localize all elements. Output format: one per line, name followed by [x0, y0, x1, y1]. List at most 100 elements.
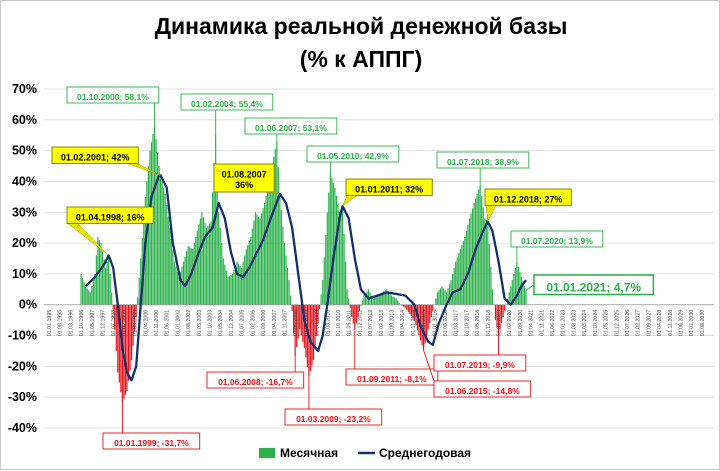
bar	[481, 196, 482, 305]
x-tick-label: 01.11.2000	[154, 310, 160, 336]
data-label: 01.07.2020; 13,9%	[521, 236, 593, 246]
x-tick-label: 01.06.2029	[678, 310, 684, 337]
x-tick-label: 01.09.2006	[261, 310, 267, 337]
bar	[232, 274, 233, 305]
bar	[206, 228, 207, 305]
data-label: 01.12.2018; 27%	[494, 195, 563, 205]
x-tick-label: 01.08.1995	[58, 310, 64, 337]
bar	[224, 265, 225, 305]
x-tick-label: 01.12.2011	[357, 310, 363, 336]
bar	[84, 282, 85, 305]
bar	[165, 194, 166, 305]
callout-pointer	[486, 206, 496, 222]
bar	[175, 267, 176, 305]
bar	[342, 206, 343, 305]
data-label-callout: 01.07.2019; -9,9%	[434, 335, 526, 371]
bar	[241, 268, 242, 305]
x-tick-label: 01.04.2028	[657, 310, 663, 337]
y-tick-label: 50%	[12, 144, 37, 158]
x-tick-label: 01.07.2005	[240, 310, 246, 337]
bar	[162, 181, 163, 304]
chart-subtitle: (% к АППГ)	[300, 46, 422, 72]
callout-pointer	[343, 196, 357, 207]
y-tick-label: 30%	[12, 205, 37, 219]
bar	[102, 251, 103, 304]
x-tick-label: 01.11.2007	[282, 310, 288, 336]
data-label: 01.09.2011; -8,1%	[357, 374, 427, 384]
x-tick-label: 01.05.2025	[604, 310, 610, 337]
bar	[177, 272, 178, 305]
x-tick-label: 01.02.1999	[122, 310, 128, 337]
bar	[345, 262, 346, 305]
bar	[441, 286, 442, 304]
bar	[149, 151, 150, 305]
bar	[467, 225, 468, 305]
bar	[258, 216, 259, 304]
bar	[148, 166, 149, 305]
bar	[524, 286, 525, 305]
y-tick-label: 60%	[12, 113, 37, 127]
bar	[252, 229, 253, 305]
bar	[217, 173, 218, 305]
bar	[247, 245, 248, 305]
y-tick-label: 40%	[12, 174, 37, 188]
bar	[82, 278, 83, 305]
bar	[139, 278, 140, 305]
bar	[250, 237, 251, 305]
data-label-callout: 01.12.2018; 27%	[485, 189, 571, 222]
bar	[282, 227, 283, 305]
bar	[353, 305, 354, 324]
bar	[405, 305, 406, 308]
bar	[264, 203, 265, 305]
y-tick-label: -30%	[8, 390, 37, 404]
bar	[350, 305, 351, 308]
bar	[207, 226, 208, 305]
x-tick-label: 01.12.2018	[486, 310, 492, 337]
data-label: 01.02.2001; 42%	[61, 153, 130, 163]
data-label: 01.07.2018; 38,9%	[447, 157, 519, 167]
x-tick-label: 01.10.2017	[464, 310, 470, 337]
legend-label-annual: Среднегодовая	[379, 446, 471, 460]
bar	[285, 255, 286, 304]
bar	[299, 305, 300, 330]
bar	[389, 293, 390, 304]
x-tick-label: 01.03.2017	[454, 310, 460, 337]
bar	[85, 286, 86, 304]
callout-leader	[526, 285, 534, 290]
bar	[230, 275, 231, 305]
bar	[510, 286, 511, 304]
bar	[394, 298, 395, 305]
x-tick-label: 01.08.2023	[571, 310, 577, 337]
data-label-callout: 01.01.1999; -31,7%	[103, 402, 200, 449]
bar	[463, 241, 464, 305]
bar	[266, 196, 267, 305]
data-label-callout: 01.07.2020; 13,9%	[511, 231, 603, 262]
bar	[111, 292, 112, 304]
data-label: 01.06.2015; -14,8%	[445, 386, 520, 396]
bar	[269, 181, 270, 304]
x-tick-label: 01.11.2021	[539, 310, 545, 336]
bar	[227, 277, 228, 305]
x-tick-label: 01.08.2030	[700, 310, 706, 337]
bar	[461, 245, 462, 305]
bar	[348, 299, 349, 305]
bar	[166, 205, 167, 305]
data-label-callout: 01.07.2018; 38,9%	[437, 152, 529, 185]
bar	[203, 217, 204, 304]
x-tick-label: 01.05.2018	[475, 310, 481, 337]
x-tick-label: 01.01.2023	[561, 310, 567, 337]
bar	[267, 189, 268, 305]
bar	[212, 192, 213, 304]
bar	[478, 189, 479, 304]
data-label: 01.01.1999; -31,7%	[114, 438, 189, 448]
bar	[220, 228, 221, 305]
bar	[377, 295, 378, 304]
bar	[93, 280, 94, 305]
bar	[322, 280, 323, 305]
x-tick-label: 01.11.2028	[668, 310, 674, 336]
bar	[262, 208, 263, 305]
x-tick-label: 01.10.2024	[593, 310, 599, 337]
